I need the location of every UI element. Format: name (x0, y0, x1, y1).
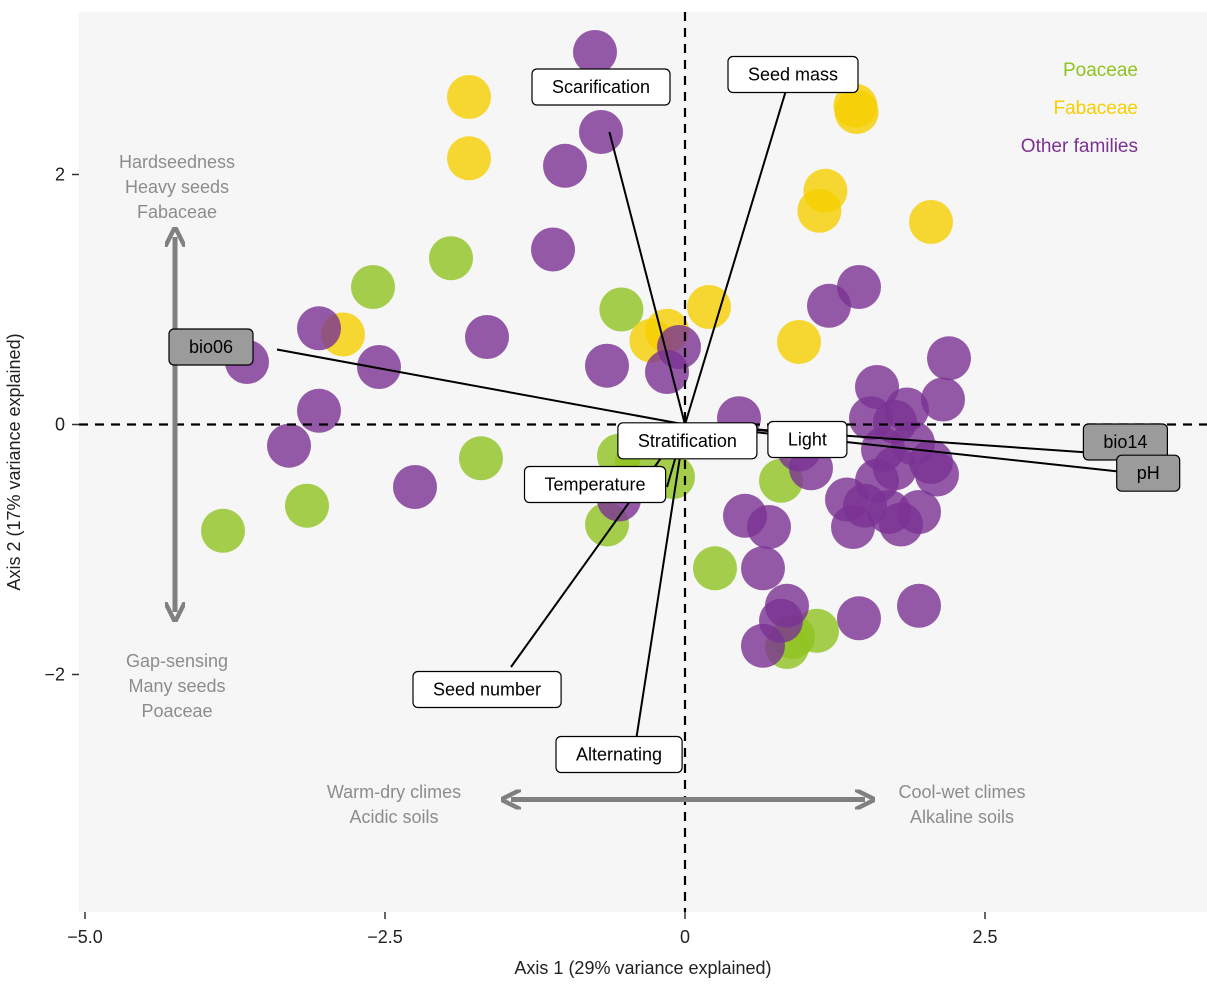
axis-ticks: −5.0 −2.5 0 2.5 2 0 −2 (44, 165, 997, 948)
point-fabaceae-10 (834, 90, 879, 134)
point-fabaceae-8 (803, 168, 848, 213)
vector-alternating (633, 424, 686, 750)
point-other-families-10 (579, 110, 623, 154)
label-temperature: Temperature (523, 465, 667, 504)
label-text-alternating: Alternating (576, 745, 662, 765)
vector-bio06 (276, 348, 686, 426)
label-seed-mass: Seed mass (727, 55, 859, 94)
label-ph: pH (1116, 454, 1181, 492)
label-text-scarification: Scarification (552, 77, 650, 97)
point-other-families-7 (531, 227, 575, 272)
point-poaceae-0 (201, 508, 245, 553)
axis-direction-arrows (175, 237, 865, 800)
label-box-seed-mass (727, 55, 859, 94)
annotation-left-axis-line-2: Acidic soils (349, 807, 438, 827)
x-tick-label: 0 (680, 927, 690, 947)
point-other-families-19 (747, 505, 791, 549)
point-poaceae-10 (693, 546, 737, 591)
x-tick-label: 2.5 (972, 927, 997, 947)
label-text-light: Light (788, 430, 827, 450)
label-light: Light (767, 420, 848, 459)
label-text-seed-number: Seed number (433, 680, 541, 700)
annotation-bottom-left-line-3: Poaceae (141, 701, 212, 721)
point-fabaceae-6 (777, 320, 821, 364)
point-fabaceae-11 (909, 200, 953, 244)
label-text-stratification: Stratification (638, 431, 737, 451)
label-stratification: Stratification (617, 422, 758, 460)
label-text-bio14: bio14 (1103, 432, 1147, 452)
point-poaceae-2 (351, 265, 395, 309)
point-other-families-8 (543, 143, 587, 188)
point-poaceae-4 (459, 436, 503, 481)
legend-other-families: Other families (1021, 136, 1138, 157)
point-fabaceae-5 (687, 285, 731, 329)
annotation-top-left-line-2: Heavy seeds (125, 177, 229, 197)
label-text-bio06: bio06 (189, 337, 233, 357)
point-fabaceae-2 (447, 136, 491, 181)
annotation-bottom-left-line-1: Gap-sensing (126, 651, 228, 671)
label-box-light (767, 420, 848, 459)
label-scarification: Scarification (531, 68, 671, 106)
point-other-families-27 (837, 265, 881, 309)
point-other-families-17 (741, 546, 785, 591)
label-box-bio06 (168, 328, 254, 366)
annotation-right-axis-line-1: Cool-wet climes (898, 782, 1025, 802)
vector-labels: Scarification Seed mass bio06 bio14 pH Light S… (168, 55, 1181, 774)
x-axis-title: Axis 1 (29% variance explained) (514, 958, 771, 978)
point-other-families-2 (297, 306, 341, 351)
point-poaceae-1 (285, 483, 329, 528)
point-other-families-21 (765, 583, 809, 628)
label-seed-number: Seed number (412, 670, 562, 709)
y-tick-label: 2 (55, 165, 65, 185)
label-box-stratification (617, 422, 758, 460)
y-tick-label: 0 (55, 415, 65, 435)
label-alternating: Alternating (555, 735, 683, 774)
point-other-families-5 (393, 465, 437, 509)
annotation-right-axis-line-2: Alkaline soils (910, 807, 1014, 827)
x-tick-label: −2.5 (367, 927, 403, 947)
point-other-families-31 (855, 365, 899, 409)
x-tick-label: −5.0 (67, 927, 103, 947)
vector-seed-number (510, 423, 686, 668)
annotation-bottom-left-line-2: Many seeds (128, 676, 225, 696)
point-other-families-43 (921, 377, 965, 422)
vector-ph (684, 423, 1124, 473)
point-fabaceae-1 (447, 75, 491, 119)
point-other-families-45 (837, 596, 881, 641)
label-text-seed-mass: Seed mass (748, 65, 838, 85)
vector-seed-mass (684, 86, 788, 425)
label-text-temperature: Temperature (544, 475, 645, 495)
y-tick-label: −2 (44, 665, 65, 685)
vector-scarification (608, 131, 686, 425)
label-text-ph: pH (1137, 463, 1160, 483)
point-poaceae-14 (795, 608, 839, 653)
label-box-temperature (523, 465, 667, 504)
label-box-seed-number (412, 670, 562, 709)
point-other-families-9 (573, 30, 617, 74)
point-other-families-4 (357, 345, 401, 389)
point-other-families-3 (297, 388, 341, 433)
point-other-families-39 (897, 490, 941, 534)
annotation-left-axis-line-1: Warm-dry climes (327, 782, 461, 802)
y-axis-title: Axis 2 (17% variance explained) (4, 333, 24, 590)
legend-fabaceae: Fabaceae (1053, 98, 1138, 119)
point-poaceae-3 (429, 236, 473, 281)
point-other-families-6 (465, 315, 509, 359)
legend-poaceae: Poaceae (1063, 60, 1138, 81)
point-other-families-42 (915, 452, 959, 497)
point-other-families-1 (267, 423, 311, 468)
point-poaceae-6 (599, 287, 644, 332)
point-other-families-11 (585, 343, 629, 388)
point-other-families-14 (657, 325, 701, 369)
label-box-alternating (555, 735, 683, 774)
label-bio06: bio06 (168, 328, 254, 366)
annotation-top-left-line-1: Hardseedness (119, 152, 235, 172)
point-other-families-40 (897, 583, 941, 628)
label-box-scarification (531, 68, 671, 106)
point-other-families-37 (885, 387, 929, 432)
annotation-top-left-line-3: Fabaceae (137, 202, 217, 222)
label-box-ph (1116, 454, 1181, 492)
point-other-families-44 (927, 336, 971, 381)
